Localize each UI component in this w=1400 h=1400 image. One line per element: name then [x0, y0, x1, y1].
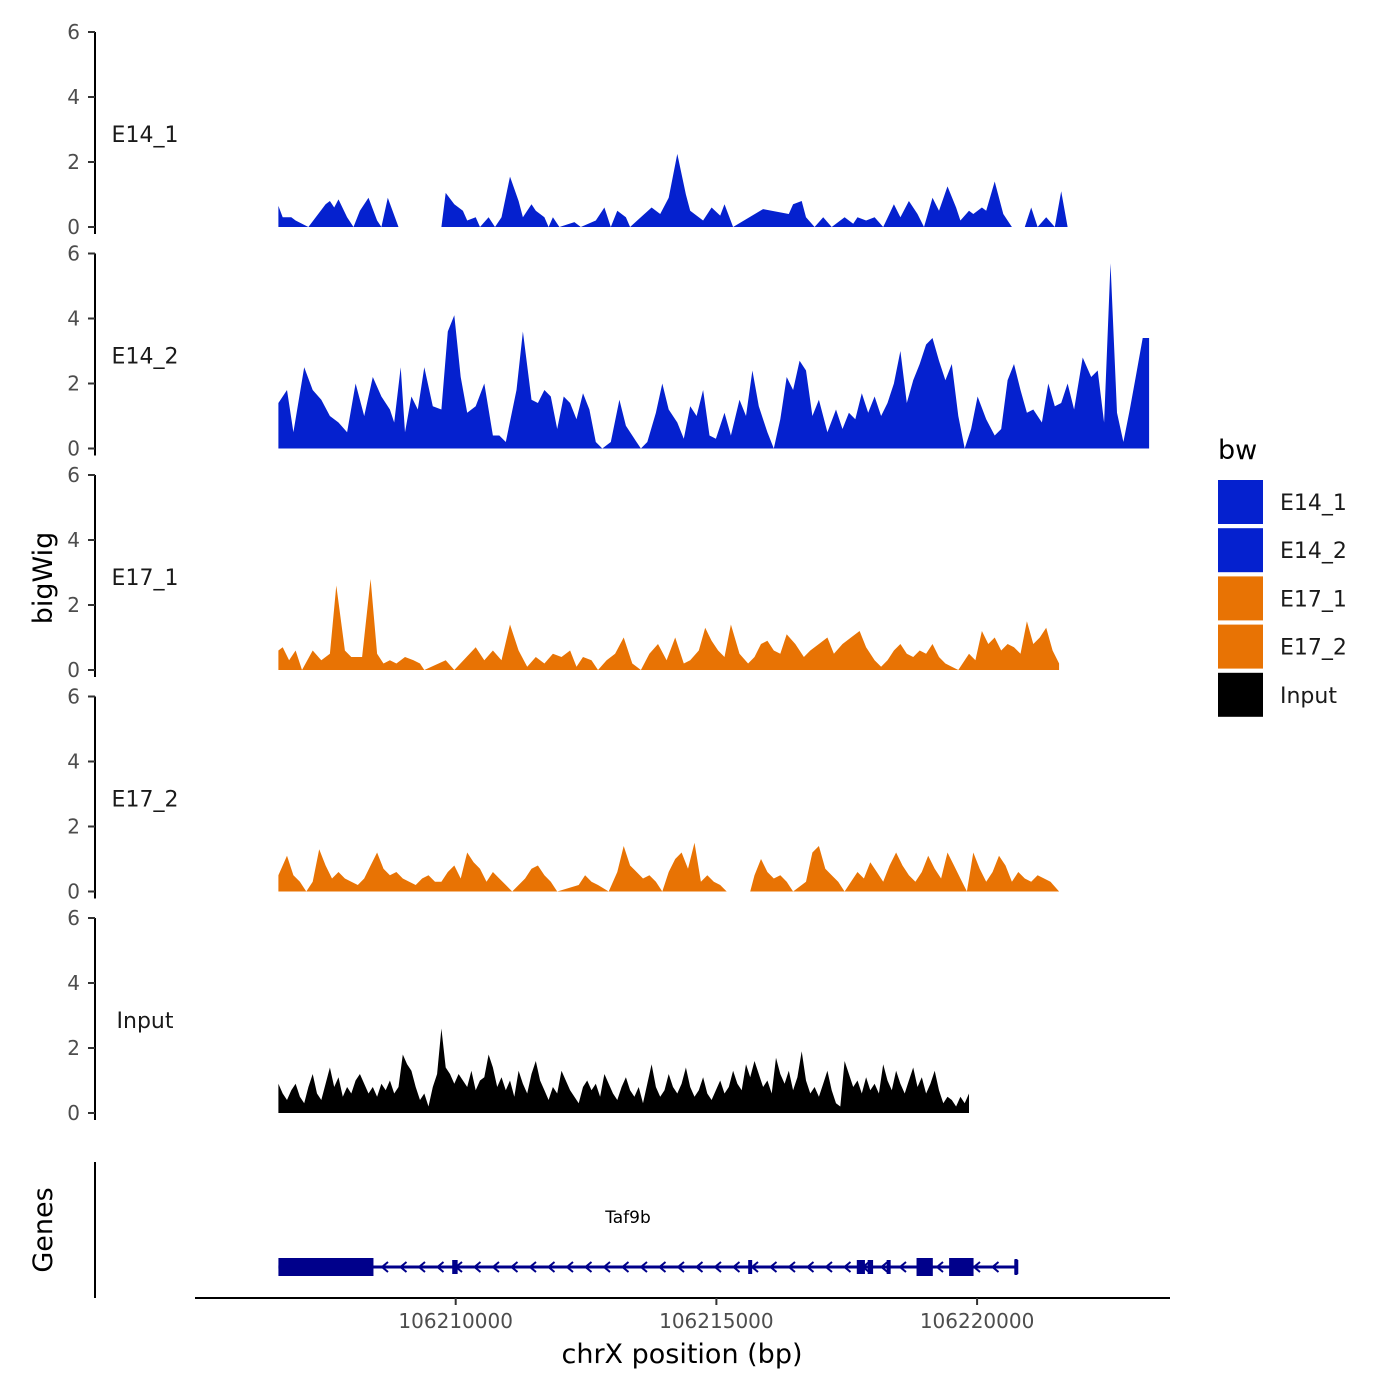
y-tick-label-Input-6: 6 [67, 906, 80, 930]
track-label-E17_2: E17_2 [112, 788, 179, 813]
strand-arrow [694, 1261, 704, 1273]
y-tick-label-E17_1-4: 4 [67, 528, 80, 552]
y-tick-label-E17_1-0: 0 [67, 658, 80, 682]
strand-arrow [435, 1261, 445, 1273]
strand-arrow [713, 1261, 722, 1273]
legend-label-E14_2: E14_2 [1280, 539, 1347, 564]
gene-exon [278, 1258, 374, 1276]
legend-label-Input: Input [1280, 684, 1337, 709]
strand-arrow [879, 1261, 889, 1273]
strand-arrow [398, 1261, 408, 1273]
y-tick-label-E14_2-4: 4 [67, 307, 80, 331]
strand-arrow [528, 1261, 537, 1273]
strand-arrow [491, 1261, 500, 1273]
y-tick-label-E14_1-2: 2 [67, 150, 80, 174]
legend-label-E17_2: E17_2 [1280, 636, 1347, 661]
track-label-E17_1: E17_1 [112, 566, 179, 591]
strand-arrow [935, 1261, 944, 1273]
legend-label-E17_1: E17_1 [1280, 587, 1347, 612]
gene-model [278, 1258, 1019, 1276]
y-tick-label-E14_2-2: 2 [67, 372, 80, 396]
y-tick-label-E17_2-4: 4 [67, 750, 80, 774]
strand-arrow [805, 1261, 815, 1273]
strand-arrow [417, 1261, 426, 1273]
x-tick-label-106215000: 106215000 [659, 1309, 774, 1333]
strand-arrow [583, 1261, 593, 1273]
strand-arrow [565, 1261, 574, 1273]
gene-exon [867, 1260, 874, 1274]
strand-arrow [972, 1261, 981, 1273]
strand-arrow [472, 1261, 482, 1273]
legend: bw E14_1 E14_2 E17_1 E17_2 Input [1218, 435, 1347, 717]
x-axis: 106210000 106215000 106220000 [195, 1297, 1170, 1333]
y-tick-label-Input-2: 2 [67, 1036, 80, 1060]
strand-arrow [824, 1261, 833, 1273]
y-tick-label-E17_2-2: 2 [67, 815, 80, 839]
track-label-Input: Input [117, 1009, 174, 1034]
y-tick-label-Input-0: 0 [67, 1101, 80, 1125]
strand-arrow [898, 1261, 907, 1273]
y-axis-title: bigWig [28, 532, 59, 625]
gene-exon [856, 1260, 865, 1274]
y-tick-label-E14_2-6: 6 [67, 242, 80, 266]
y-tick-label-E17_2-0: 0 [67, 880, 80, 904]
coverage-area-E14_1 [278, 153, 1068, 227]
strand-arrow [657, 1261, 667, 1273]
coverage-area-E17_1 [278, 579, 1060, 670]
strand-arrow [990, 1261, 1000, 1273]
gene-exon [452, 1260, 458, 1274]
coverage-area-E14_2 [278, 263, 1150, 449]
track-label-E14_1: E14_1 [112, 123, 179, 148]
strand-arrow [842, 1261, 852, 1273]
strand-arrow [602, 1261, 611, 1273]
strand-arrow [620, 1261, 630, 1273]
genes-axis-title: Genes [28, 1187, 59, 1272]
genes-panel: Taf9b [94, 1162, 1019, 1298]
coverage-area-Input [278, 1028, 969, 1113]
strand-arrow [639, 1261, 648, 1273]
coverage-area-E17_2 [278, 842, 1060, 892]
strand-arrow [509, 1261, 519, 1273]
x-tick-label-106220000: 106220000 [920, 1309, 1035, 1333]
legend-label-E14_1: E14_1 [1280, 491, 1347, 516]
y-tick-label-E17_1-6: 6 [67, 463, 80, 487]
strand-arrow [731, 1261, 741, 1273]
strand-arrow [768, 1261, 778, 1273]
gene-exon [949, 1258, 974, 1276]
track-label-E14_2: E14_2 [112, 345, 179, 370]
y-tick-label-E14_2-0: 0 [67, 437, 80, 461]
strand-arrow [380, 1261, 389, 1273]
y-tick-label-E17_1-2: 2 [67, 593, 80, 617]
legend-swatch-E17_2 [1218, 624, 1263, 669]
legend-title: bw [1218, 435, 1257, 466]
y-tick-label-E17_2-6: 6 [67, 685, 80, 709]
coverage-tracks [278, 153, 1150, 1113]
x-tick-label-106210000: 106210000 [398, 1309, 513, 1333]
track-y-axes: 0 2 4 6 E14_1 0 2 4 6 E14_2 0 2 4 6 E17_1 0 2 4 6 E17_2 0 2 4 6… [67, 20, 178, 1125]
y-tick-label-E14_1-6: 6 [67, 20, 80, 44]
x-axis-title: chrX position (bp) [561, 1339, 802, 1370]
gene-name-label: Taf9b [604, 1208, 651, 1228]
legend-swatch-E14_2 [1218, 528, 1263, 573]
gene-exon [748, 1260, 753, 1274]
legend-swatch-E17_1 [1218, 576, 1263, 621]
gene-exon [916, 1258, 933, 1276]
legend-swatch-E14_1 [1218, 480, 1263, 524]
strand-arrow [787, 1261, 796, 1273]
strand-arrow [676, 1261, 685, 1273]
strand-arrow [546, 1261, 556, 1273]
legend-swatch-Input [1218, 672, 1263, 717]
y-tick-label-E14_1-4: 4 [67, 85, 80, 109]
y-tick-label-Input-4: 4 [67, 971, 80, 995]
gene-exon [886, 1260, 891, 1274]
y-tick-label-E14_1-0: 0 [67, 215, 80, 239]
